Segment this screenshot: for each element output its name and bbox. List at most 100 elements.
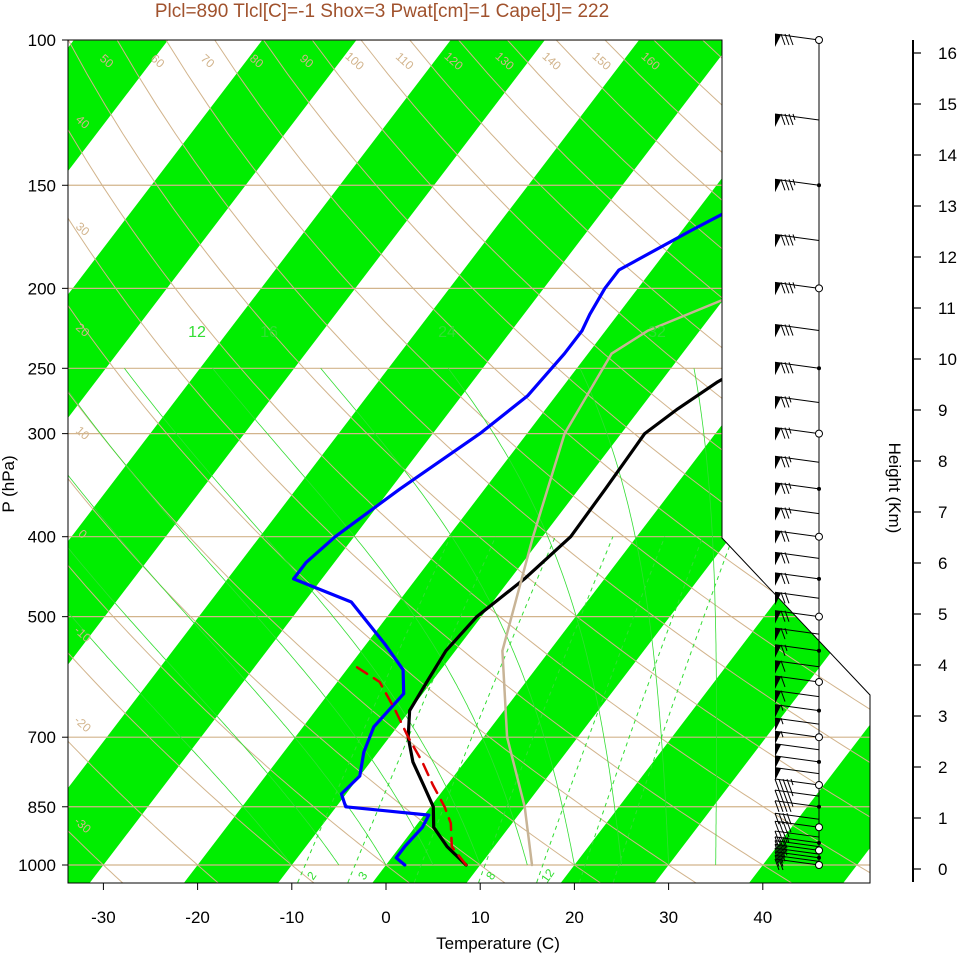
- mixing-ratio-label: 3: [355, 869, 370, 883]
- pressure-axis: 100 150 200 250 300 400 500 700 850 1000: [18, 31, 68, 875]
- height-tick-label: 14: [938, 146, 957, 165]
- wind-barb: [774, 800, 821, 812]
- height-tick-label: 0: [938, 860, 947, 879]
- wind-barb: [774, 507, 820, 521]
- dry-adiabat: [68, 40, 529, 883]
- station-dot: [817, 840, 821, 845]
- isotherm-label: 140: [540, 49, 564, 73]
- mixing-ratio-label: 12: [188, 324, 206, 341]
- moist-adiabat: [68, 368, 434, 866]
- wind-barb: [774, 627, 820, 642]
- wind-barb: [774, 113, 820, 127]
- temperature-tick-label: 40: [753, 908, 772, 927]
- dry-adiabat: [68, 40, 722, 883]
- isotherm-stripe: [736, 40, 870, 883]
- mixing-ratio-label: 32: [648, 324, 666, 341]
- temperature-tick-label: -10: [280, 908, 305, 927]
- height-tick-label: 11: [938, 299, 956, 318]
- wind-barbs: [774, 33, 823, 871]
- station-dot: [817, 486, 821, 491]
- dry-adiabat: [68, 40, 819, 883]
- pressure-tick-label: 1000: [18, 856, 56, 875]
- moist-adiabat: [68, 368, 387, 866]
- station-dot: [817, 648, 821, 653]
- station-marker: [815, 781, 823, 790]
- station-dot: [817, 708, 821, 713]
- dry-adiabat: [214, 40, 870, 883]
- series-temperature-line: [406, 45, 870, 867]
- dry-adiabat: [116, 40, 870, 883]
- dry-adiabat: [702, 40, 870, 883]
- mixing-ratio-label: 24: [438, 324, 456, 341]
- dry-adiabat: [311, 40, 870, 883]
- station-marker: [815, 823, 823, 832]
- wind-barb: [774, 812, 820, 825]
- series-virtual-line: [501, 40, 870, 867]
- station-dot: [817, 759, 821, 764]
- temperature-tick-label: 10: [471, 908, 490, 927]
- wind-barb: [774, 610, 823, 624]
- height-tick-label: 7: [938, 503, 947, 522]
- temperature-tick-label: 30: [659, 908, 678, 927]
- wind-barb: [774, 178, 821, 193]
- mixing-ratio-label: 8: [483, 869, 498, 883]
- mixing-ratio-line: [578, 536, 704, 883]
- dry-adiabat-label: -20: [72, 713, 94, 735]
- pressure-tick-label: 150: [28, 176, 56, 195]
- right-edge-label: 30: [721, 121, 749, 149]
- wind-barb: [774, 836, 821, 849]
- pressure-tick-label: 200: [28, 279, 56, 298]
- series-parcel-line: [350, 662, 468, 867]
- dry-adiabat-label: 10: [73, 423, 93, 443]
- wind-barb: [774, 324, 820, 338]
- pressure-tick-label: 400: [28, 528, 56, 547]
- station-dot: [817, 183, 821, 188]
- dry-adiabat: [68, 40, 870, 883]
- height-tick-label: 5: [938, 605, 947, 624]
- height-tick-label: 12: [938, 248, 957, 267]
- pressure-tick-label: 300: [28, 425, 56, 444]
- height-tick-label: 2: [938, 758, 947, 777]
- wind-barb: [774, 690, 820, 704]
- pressure-tick-label: 250: [28, 359, 56, 378]
- mixing-ratio-lines: [297, 536, 734, 883]
- moist-adiabat: [68, 368, 293, 866]
- mixing-ratio-line: [612, 536, 734, 883]
- dry-adiabat: [68, 40, 432, 883]
- height-tick-label: 1: [938, 809, 947, 828]
- height-tick-label: 6: [938, 554, 947, 573]
- wind-barb: [774, 427, 823, 441]
- wind-barb: [774, 820, 823, 833]
- wind-barb: [774, 551, 820, 566]
- station-marker: [815, 284, 823, 293]
- wind-barb: [774, 789, 820, 802]
- mixing-ratio-line: [478, 536, 614, 883]
- height-tick-label: 16: [938, 44, 957, 63]
- dry-adiabat: [68, 40, 141, 883]
- station-dot: [817, 855, 821, 860]
- moist-adiabat: [447, 368, 622, 866]
- sounding-series: [292, 40, 870, 867]
- mixing-ratio-label: 12: [538, 866, 557, 885]
- right-edge-label: 30: [840, 644, 868, 672]
- height-tick-label: 10: [938, 350, 957, 369]
- plot-area: 50 60 70 80 90 100 110 120 130 140 150 160403020100…: [68, 40, 870, 885]
- station-dot: [817, 576, 821, 581]
- x-axis-label: Temperature (C): [436, 934, 560, 953]
- temperature-tick-label: 20: [565, 908, 584, 927]
- isotherm-stripe: [68, 40, 386, 883]
- wind-barb: [774, 395, 820, 410]
- wind-barb: [774, 234, 820, 248]
- mixing-ratio-line: [413, 536, 556, 883]
- wind-barb: [774, 644, 821, 658]
- isotherm-stripe: [548, 40, 870, 883]
- station-dot: [817, 804, 821, 809]
- station-marker: [815, 677, 823, 686]
- moist-adiabat: [124, 368, 481, 866]
- wind-barb: [774, 530, 823, 544]
- height-tick-label: 15: [938, 95, 957, 114]
- plot-frame: [67, 39, 871, 884]
- height-tick-label: 8: [938, 452, 947, 471]
